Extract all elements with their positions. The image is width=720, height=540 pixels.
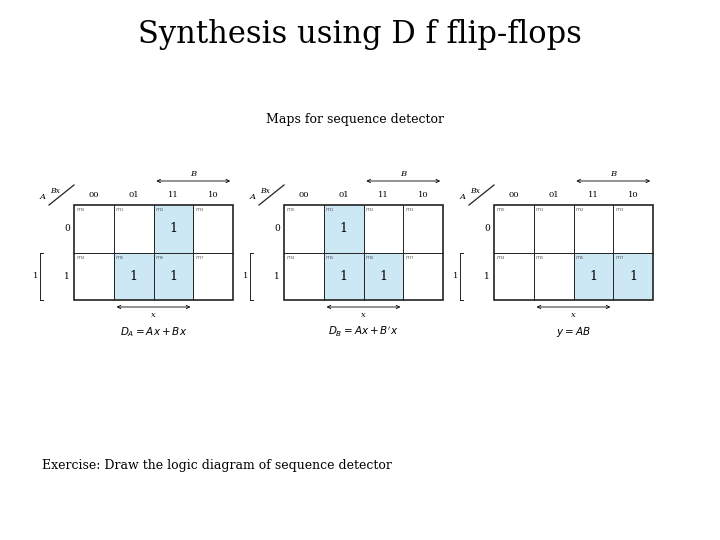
Text: Bx: Bx xyxy=(260,187,270,195)
Text: 1: 1 xyxy=(484,272,490,281)
Text: Bx: Bx xyxy=(470,187,480,195)
Text: x: x xyxy=(151,311,156,319)
Text: $m_4$: $m_4$ xyxy=(495,254,505,262)
Text: $m_4$: $m_4$ xyxy=(286,254,294,262)
Text: 1: 1 xyxy=(32,272,38,280)
Text: x: x xyxy=(571,311,576,319)
Text: $m_0$: $m_0$ xyxy=(76,206,85,214)
Text: B: B xyxy=(610,170,616,178)
Bar xyxy=(74,205,233,300)
Text: 1: 1 xyxy=(130,270,138,283)
Text: A: A xyxy=(250,193,256,201)
Text: $m_5$: $m_5$ xyxy=(115,254,125,262)
Text: $m_2$: $m_2$ xyxy=(155,206,164,214)
Text: 10: 10 xyxy=(208,191,218,199)
Text: B: B xyxy=(400,170,406,178)
Text: 01: 01 xyxy=(549,191,559,199)
Text: 0: 0 xyxy=(64,224,70,233)
Bar xyxy=(574,253,613,300)
Text: A: A xyxy=(460,193,466,201)
Text: $m_7$: $m_7$ xyxy=(405,254,414,262)
Text: Synthesis using D f flip-flops: Synthesis using D f flip-flops xyxy=(138,19,582,51)
Text: A: A xyxy=(40,193,46,201)
Bar xyxy=(324,205,364,253)
Text: x: x xyxy=(361,311,366,319)
Text: $m_4$: $m_4$ xyxy=(76,254,85,262)
Text: 10: 10 xyxy=(628,191,639,199)
Text: 1: 1 xyxy=(340,222,348,235)
Text: $m_3$: $m_3$ xyxy=(615,206,624,214)
Text: Maps for sequence detector: Maps for sequence detector xyxy=(266,113,444,126)
Text: $y = AB$: $y = AB$ xyxy=(556,325,591,339)
Text: $m_6$: $m_6$ xyxy=(365,254,374,262)
Bar xyxy=(284,205,443,300)
Text: 11: 11 xyxy=(378,191,389,199)
Text: 1: 1 xyxy=(64,272,70,281)
Bar xyxy=(494,205,653,300)
Text: $m_1$: $m_1$ xyxy=(325,206,335,214)
Text: 00: 00 xyxy=(508,191,519,199)
Text: 1: 1 xyxy=(379,270,387,283)
Text: $m_6$: $m_6$ xyxy=(155,254,164,262)
Text: Bx: Bx xyxy=(50,187,60,195)
Text: 10: 10 xyxy=(418,191,428,199)
Text: 01: 01 xyxy=(338,191,349,199)
Text: 1: 1 xyxy=(243,272,248,280)
Text: 1: 1 xyxy=(590,270,598,283)
Text: $m_3$: $m_3$ xyxy=(194,206,204,214)
Text: 0: 0 xyxy=(484,224,490,233)
Text: 1: 1 xyxy=(340,270,348,283)
Text: 11: 11 xyxy=(588,191,599,199)
Text: 11: 11 xyxy=(168,191,179,199)
Text: 1: 1 xyxy=(629,270,637,283)
Text: $m_2$: $m_2$ xyxy=(365,206,374,214)
Text: $m_6$: $m_6$ xyxy=(575,254,584,262)
Text: $m_0$: $m_0$ xyxy=(495,206,505,214)
Text: 1: 1 xyxy=(274,272,280,281)
Text: Exercise: Draw the logic diagram of sequence detector: Exercise: Draw the logic diagram of sequ… xyxy=(42,458,392,471)
Text: B: B xyxy=(190,170,197,178)
Text: $m_7$: $m_7$ xyxy=(194,254,204,262)
Text: 0: 0 xyxy=(274,224,280,233)
Bar xyxy=(324,253,364,300)
Text: $D_B = Ax + B'x$: $D_B = Ax + B'x$ xyxy=(328,325,399,339)
Text: $m_1$: $m_1$ xyxy=(115,206,125,214)
Text: 00: 00 xyxy=(299,191,309,199)
Text: $m_0$: $m_0$ xyxy=(286,206,294,214)
Bar xyxy=(613,253,653,300)
Text: 1: 1 xyxy=(169,270,177,283)
Text: 1: 1 xyxy=(453,272,458,280)
Text: $m_5$: $m_5$ xyxy=(535,254,544,262)
Text: $m_1$: $m_1$ xyxy=(535,206,544,214)
Text: $D_A = Ax + Bx$: $D_A = Ax + Bx$ xyxy=(120,325,187,339)
Bar xyxy=(153,253,193,300)
Text: $m_5$: $m_5$ xyxy=(325,254,334,262)
Bar xyxy=(153,205,193,253)
Text: 00: 00 xyxy=(89,191,99,199)
Text: 1: 1 xyxy=(169,222,177,235)
Text: $m_2$: $m_2$ xyxy=(575,206,584,214)
Bar xyxy=(364,253,403,300)
Text: $m_3$: $m_3$ xyxy=(405,206,414,214)
Bar xyxy=(114,253,153,300)
Text: 01: 01 xyxy=(128,191,139,199)
Text: $m_7$: $m_7$ xyxy=(615,254,624,262)
